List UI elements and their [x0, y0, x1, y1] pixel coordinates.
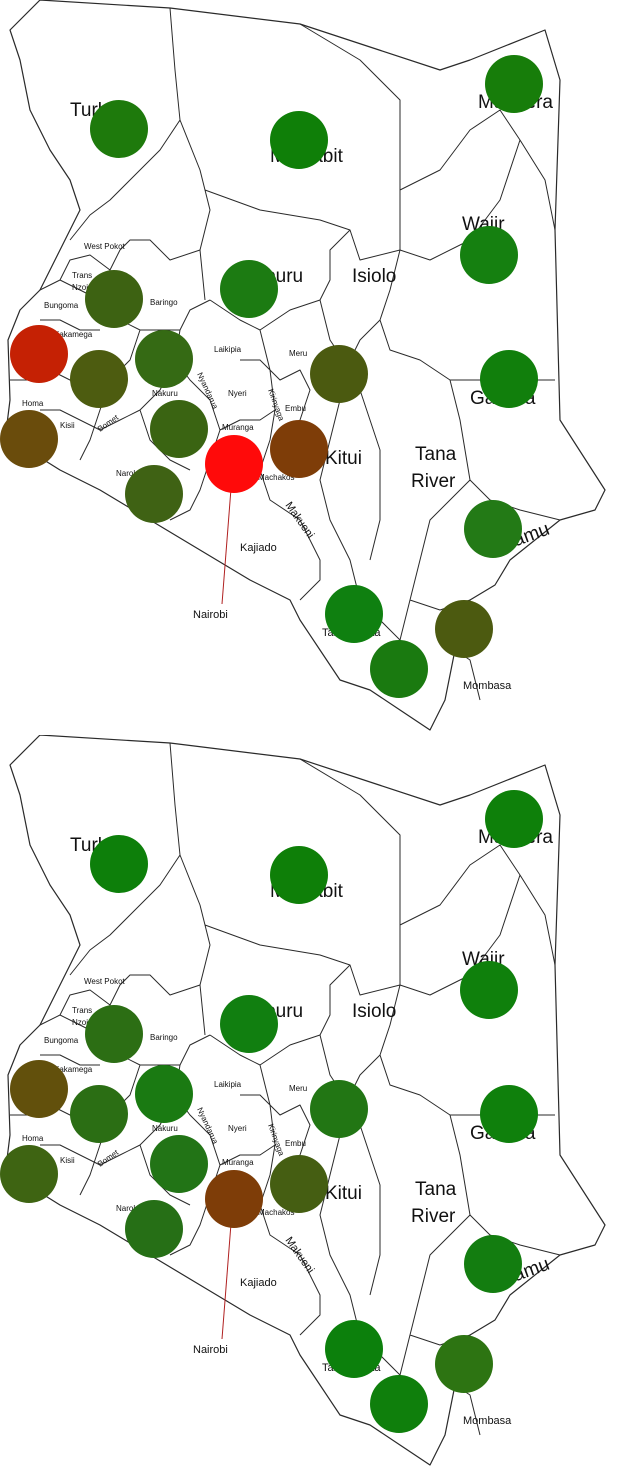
- label-muranga: Muranga: [222, 1158, 254, 1167]
- label-meru: Meru: [289, 349, 307, 358]
- marker-homa-bay: [0, 1145, 58, 1203]
- label-river: River: [411, 471, 456, 492]
- kenya-map-svg: Turkana Marsabit Mandera Wajir Samburu I…: [0, 0, 606, 731]
- label-kajiado: Kajiado: [240, 542, 277, 554]
- label-narok: Narok: [116, 469, 138, 478]
- label-nairobi: Nairobi: [193, 609, 228, 621]
- marker-mombasa: [435, 1335, 493, 1393]
- marker-baringo: [85, 1005, 143, 1063]
- label-bungoma: Bungoma: [44, 301, 79, 310]
- marker-turkana: [90, 835, 148, 893]
- marker-meru: [310, 345, 368, 403]
- label-machakos: Machakos: [258, 473, 294, 482]
- marker-meru: [310, 1080, 368, 1138]
- label-bungoma: Bungoma: [44, 1036, 79, 1045]
- label-isiolo: Isiolo: [352, 1001, 396, 1022]
- label-kitui: Kitui: [325, 1183, 362, 1204]
- label-laikipia: Laikipia: [214, 1080, 242, 1089]
- marker-narok: [125, 1200, 183, 1258]
- label-kakamega: Kakamega: [54, 1065, 93, 1074]
- kenya-map-svg: Turkana Marsabit Mandera Wajir Samburu I…: [0, 735, 606, 1466]
- marker-nairobi: [205, 435, 263, 493]
- marker-baringo: [85, 270, 143, 328]
- marker-lamu: [464, 500, 522, 558]
- marker-nyandarua: [135, 1065, 193, 1123]
- label-kakamega: Kakamega: [54, 330, 93, 339]
- marker-samburu: [220, 995, 278, 1053]
- marker-nairobi: [205, 1170, 263, 1228]
- marker-kitui: [270, 1155, 328, 1213]
- marker-nyandarua: [135, 330, 193, 388]
- label-nakuru: Nakuru: [152, 389, 178, 398]
- label-muranga: Muranga: [222, 423, 254, 432]
- label-nzoia: Nzoia: [72, 283, 93, 292]
- markers-layer: [0, 790, 543, 1433]
- marker-nakuru: [150, 1135, 208, 1193]
- label-mombasa: Mombasa: [463, 680, 512, 692]
- marker-wajir: [460, 226, 518, 284]
- label-baringo: Baringo: [150, 1033, 178, 1042]
- label-meru: Meru: [289, 1084, 307, 1093]
- label-nzoia: Nzoia: [72, 1018, 93, 1027]
- marker-nakuru: [150, 400, 208, 458]
- label-trans: Trans: [72, 271, 92, 280]
- label-baringo: Baringo: [150, 298, 178, 307]
- map-panel-top: Turkana Marsabit Mandera Wajir Samburu I…: [0, 0, 606, 731]
- marker-taita-taveta: [325, 585, 383, 643]
- label-kajiado: Kajiado: [240, 1277, 277, 1289]
- marker-mandera: [485, 790, 543, 848]
- label-tana: Tana: [415, 1179, 457, 1200]
- label-machakos: Machakos: [258, 1208, 294, 1217]
- marker-wajir: [460, 961, 518, 1019]
- marker-kwale: [370, 1375, 428, 1433]
- label-west-pokot: West Pokot: [84, 977, 126, 986]
- label-trans: Trans: [72, 1006, 92, 1015]
- label-kisii: Kisii: [60, 421, 75, 430]
- label-nyeri: Nyeri: [228, 389, 247, 398]
- marker-kwale: [370, 640, 428, 698]
- label-kisii: Kisii: [60, 1156, 75, 1165]
- marker-garissa: [480, 1085, 538, 1143]
- marker-marsabit: [270, 111, 328, 169]
- marker-kisumu: [70, 1085, 128, 1143]
- marker-lamu: [464, 1235, 522, 1293]
- label-nyeri: Nyeri: [228, 1124, 247, 1133]
- label-homa: Homa: [22, 1134, 44, 1143]
- markers-layer: [0, 55, 543, 698]
- marker-marsabit: [270, 846, 328, 904]
- marker-mandera: [485, 55, 543, 113]
- label-embu: Embu: [285, 1139, 306, 1148]
- marker-mombasa: [435, 600, 493, 658]
- label-isiolo: Isiolo: [352, 266, 396, 287]
- map-panel-bottom: Turkana Marsabit Mandera Wajir Samburu I…: [0, 735, 628, 1470]
- marker-kakamega: [10, 1060, 68, 1118]
- marker-kisumu: [70, 350, 128, 408]
- label-nairobi: Nairobi: [193, 1344, 228, 1356]
- label-embu: Embu: [285, 404, 306, 413]
- marker-narok: [125, 465, 183, 523]
- label-homa: Homa: [22, 399, 44, 408]
- label-nakuru: Nakuru: [152, 1124, 178, 1133]
- marker-homa-bay: [0, 410, 58, 468]
- marker-garissa: [480, 350, 538, 408]
- label-river: River: [411, 1206, 456, 1227]
- label-tana: Tana: [415, 444, 457, 465]
- marker-turkana: [90, 100, 148, 158]
- label-narok: Narok: [116, 1204, 138, 1213]
- label-kitui: Kitui: [325, 448, 362, 469]
- marker-kakamega: [10, 325, 68, 383]
- label-mombasa: Mombasa: [463, 1415, 512, 1427]
- marker-kitui: [270, 420, 328, 478]
- marker-samburu: [220, 260, 278, 318]
- marker-taita-taveta: [325, 1320, 383, 1378]
- label-west-pokot: West Pokot: [84, 242, 126, 251]
- label-laikipia: Laikipia: [214, 345, 242, 354]
